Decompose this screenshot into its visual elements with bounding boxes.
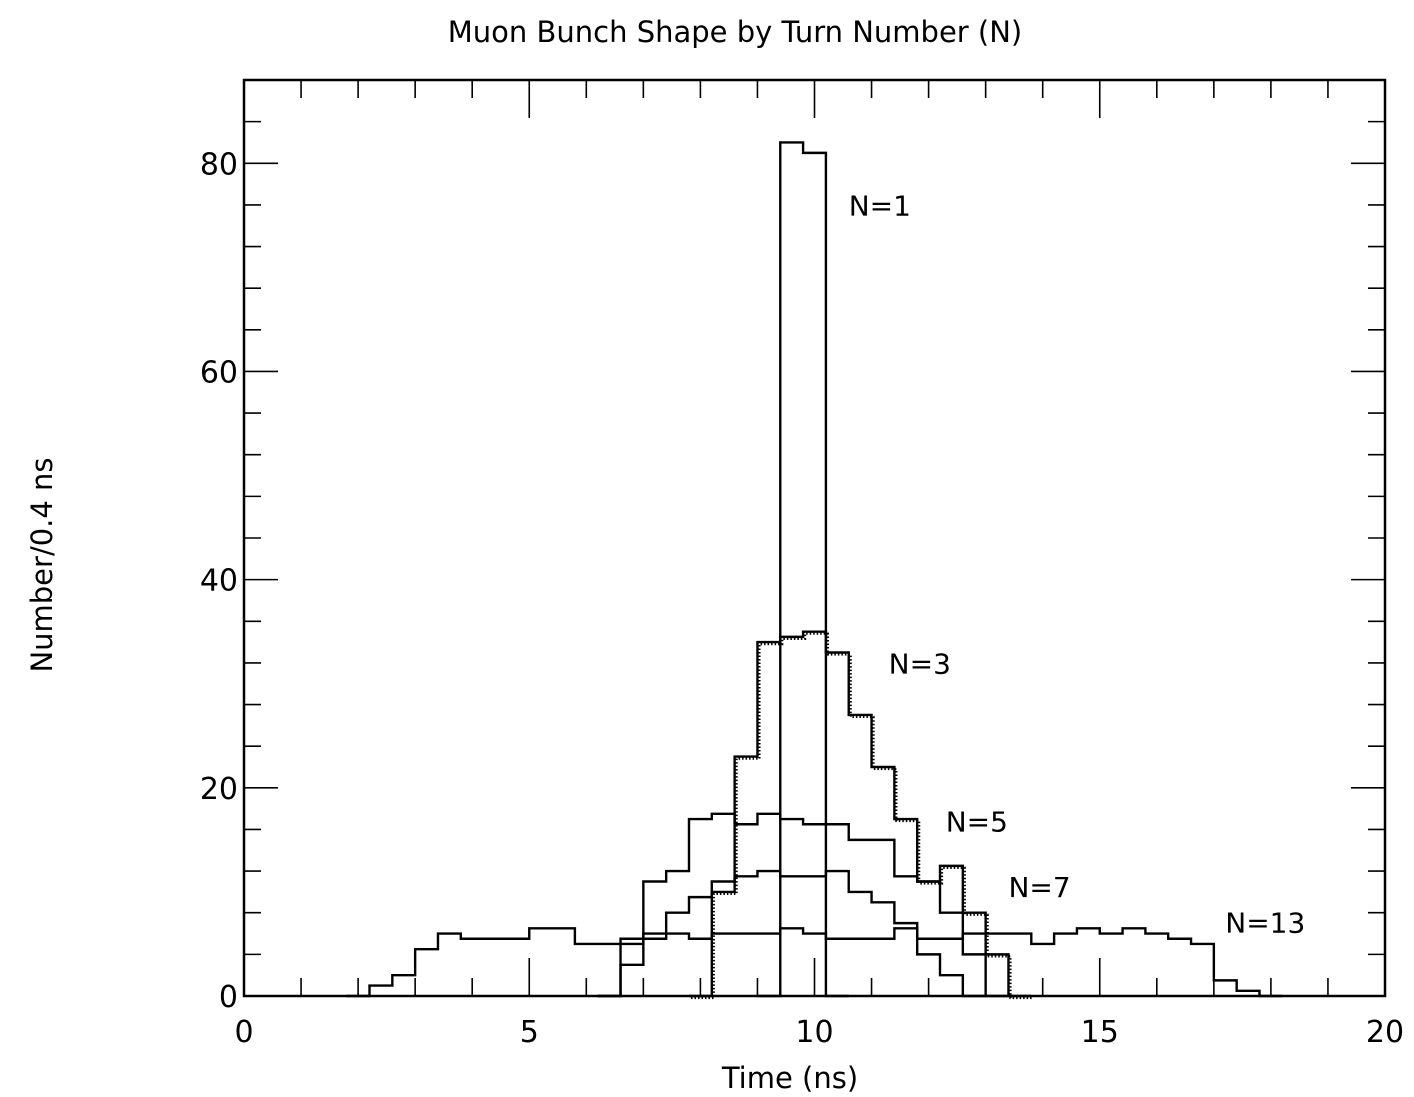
series-label: N=1 [849,189,911,222]
x-tick-label: 5 [520,1015,539,1050]
y-tick-label: 60 [200,355,238,390]
series-label: N=3 [889,647,951,680]
y-axis-label: Number/0.4 ns [25,457,59,672]
y-tick-label: 80 [200,147,238,182]
histogram-n5 [597,812,1009,998]
y-tick-label: 0 [219,980,238,1015]
histogram-n3 [688,630,1032,998]
y-tick-label: 20 [200,772,238,807]
histogram-n13 [346,927,1283,998]
tick-labels: 0 5 10 15 20 0 20 40 60 80 [200,147,1404,1050]
x-tick-label: 0 [234,1015,253,1050]
histogram-series [346,141,1283,1000]
series-label: N=7 [1008,871,1070,904]
series-labels: N=1 N=3 N=5N=7 N=13 [849,189,1306,939]
x-axis-label: Time (ns) [721,1061,858,1095]
x-tick-label: 10 [795,1015,833,1050]
x-tick-label: 15 [1081,1015,1119,1050]
series-label: N=5 [946,806,1008,839]
histogram-n7 [597,869,986,998]
chart-title: Muon Bunch Shape by Turn Number (N) [448,15,1023,49]
series-label: N=13 [1225,907,1305,940]
y-tick-label: 40 [200,564,238,599]
histogram-n1 [757,141,849,998]
plot-frame [242,78,1387,998]
x-tick-label: 20 [1366,1015,1404,1050]
axis-ticks [243,79,1386,997]
